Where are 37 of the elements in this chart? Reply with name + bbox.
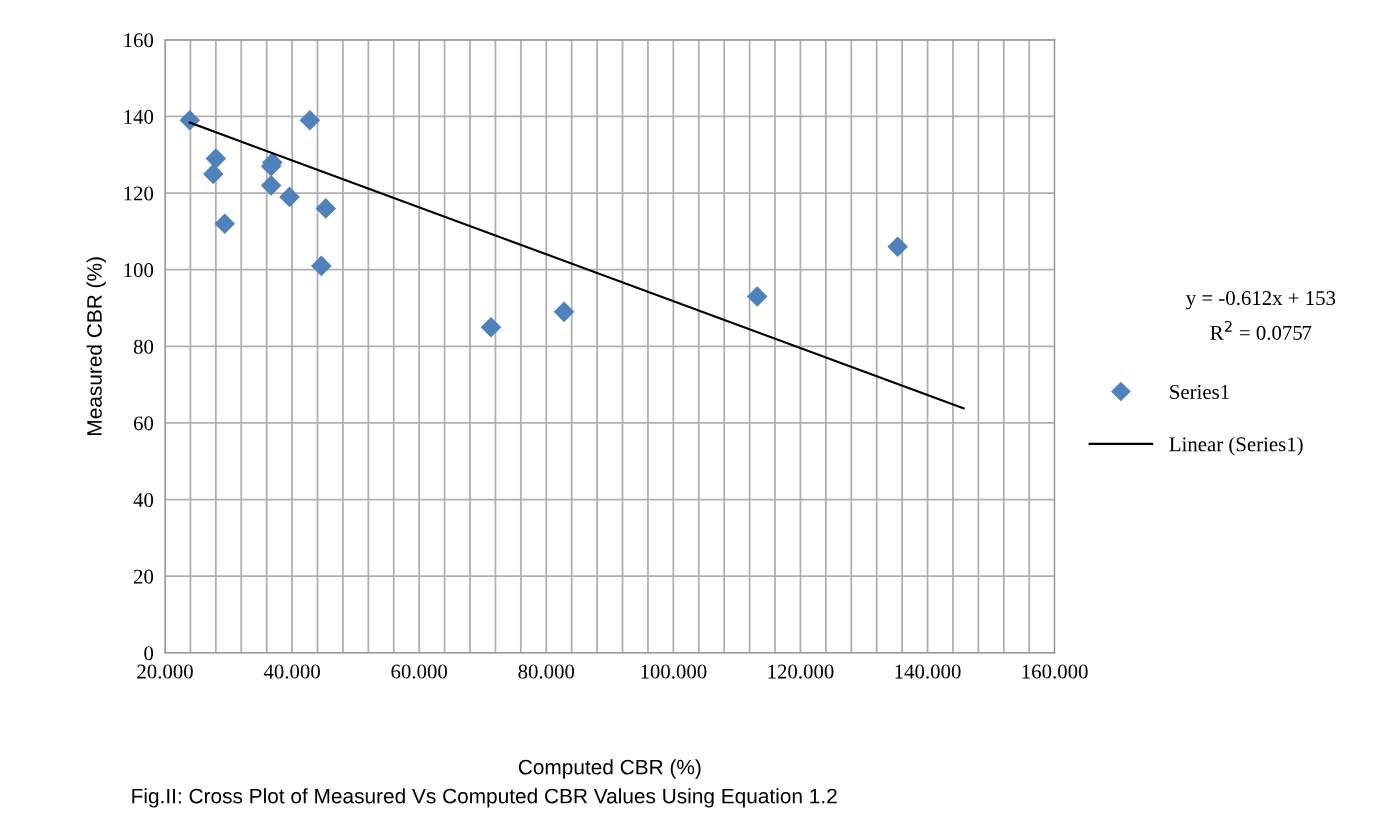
text: y = -0.612x + 153 — [1186, 291, 1336, 310]
y-tick-label: 40 — [133, 492, 154, 508]
point — [299, 109, 321, 131]
point — [205, 148, 227, 169]
y-tick-label: 20 — [133, 569, 154, 584]
x-tick-label: 80.000 — [518, 664, 575, 679]
point — [315, 198, 337, 219]
point — [887, 236, 908, 258]
point — [480, 316, 502, 338]
y-axis-title: Measured CBR (%) — [86, 257, 106, 435]
x-axis-title: Computed CBR (%) — [518, 759, 701, 779]
y-tick-label: 140 — [124, 109, 154, 124]
x-tick-label: 20.000 — [137, 664, 193, 679]
point — [260, 175, 282, 196]
y-tick-label: 0 — [144, 646, 154, 661]
x-tick-label: 40.000 — [263, 664, 320, 679]
y-tick-label: 80 — [133, 339, 154, 354]
point — [553, 301, 575, 323]
point — [746, 286, 768, 307]
legend-label: Series1 — [1170, 385, 1229, 399]
point — [214, 213, 236, 235]
legend-label: Linear (Series1) — [1169, 436, 1303, 456]
x-tick-label: 60.000 — [391, 664, 448, 679]
y-tick-label: 100 — [124, 263, 154, 278]
x-tick-label: 140.000 — [895, 664, 961, 679]
y-tick-label: 120 — [124, 186, 154, 201]
point — [311, 255, 332, 277]
text: R$^{2}$ = 0.0757 — [1210, 320, 1312, 340]
text: Fig.II: Cross Plot of Measured Vs Computed CBR Values Using Equation 1.2 — [132, 788, 837, 808]
y-tick-label: 160 — [124, 33, 154, 48]
x-tick-label: 100.000 — [641, 664, 707, 679]
point — [279, 186, 300, 208]
y-tick-label: 60 — [133, 416, 154, 431]
point — [202, 163, 224, 185]
x-tick-label: 160.000 — [1022, 664, 1088, 679]
x-tick-label: 120.000 — [768, 664, 834, 679]
point — [179, 109, 201, 131]
